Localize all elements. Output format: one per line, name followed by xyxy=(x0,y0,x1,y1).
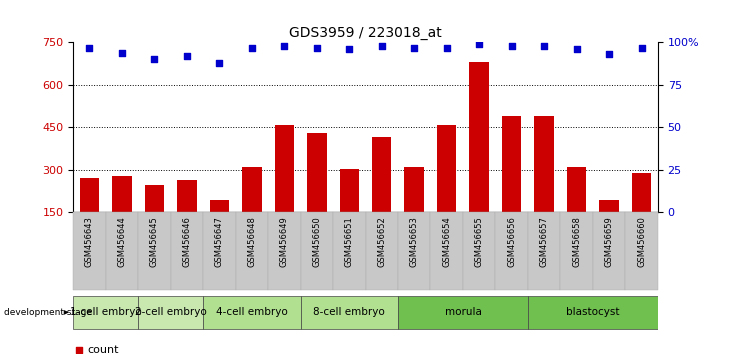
Bar xyxy=(235,212,268,290)
Bar xyxy=(404,167,424,212)
Bar xyxy=(534,116,554,212)
Bar xyxy=(307,133,327,212)
Title: GDS3959 / 223018_at: GDS3959 / 223018_at xyxy=(289,26,442,40)
Bar xyxy=(203,212,235,290)
Point xyxy=(246,45,257,50)
Point xyxy=(376,43,387,49)
Bar xyxy=(105,212,138,290)
Point xyxy=(474,41,485,47)
Text: GSM456654: GSM456654 xyxy=(442,216,451,267)
Bar xyxy=(599,200,619,212)
Point xyxy=(83,45,95,50)
Text: 1-cell embryo: 1-cell embryo xyxy=(69,307,142,317)
Text: count: count xyxy=(88,346,119,354)
Bar xyxy=(463,212,496,290)
Text: 8-cell embryo: 8-cell embryo xyxy=(314,307,385,317)
Bar xyxy=(170,212,203,290)
Bar xyxy=(496,212,528,290)
Bar xyxy=(431,212,463,290)
Text: GSM456650: GSM456650 xyxy=(312,216,321,267)
Bar xyxy=(210,200,229,212)
Text: 4-cell embryo: 4-cell embryo xyxy=(216,307,288,317)
Point xyxy=(603,52,615,57)
Bar xyxy=(593,212,626,290)
Bar xyxy=(275,125,294,212)
Bar xyxy=(469,62,489,212)
Text: GSM456647: GSM456647 xyxy=(215,216,224,267)
Point xyxy=(311,45,322,50)
Text: GSM456660: GSM456660 xyxy=(637,216,646,267)
Bar xyxy=(300,212,333,290)
Bar xyxy=(242,167,262,212)
Bar xyxy=(398,212,431,290)
Bar xyxy=(112,176,132,212)
Text: GSM456643: GSM456643 xyxy=(85,216,94,267)
Bar xyxy=(502,116,521,212)
Text: GSM456655: GSM456655 xyxy=(474,216,484,267)
Text: GSM456659: GSM456659 xyxy=(605,216,613,267)
Text: 2-cell embryo: 2-cell embryo xyxy=(135,307,206,317)
Point xyxy=(148,57,160,62)
Text: GSM456656: GSM456656 xyxy=(507,216,516,267)
Text: morula: morula xyxy=(444,307,482,317)
Text: GSM456652: GSM456652 xyxy=(377,216,386,267)
Bar xyxy=(437,125,456,212)
Point xyxy=(506,43,518,49)
Text: blastocyst: blastocyst xyxy=(567,307,620,317)
Bar xyxy=(366,212,398,290)
Text: GSM456645: GSM456645 xyxy=(150,216,159,267)
Bar xyxy=(138,212,170,290)
Bar xyxy=(626,212,658,290)
Bar xyxy=(528,296,658,329)
Point xyxy=(116,50,128,56)
Text: GSM456651: GSM456651 xyxy=(345,216,354,267)
Bar xyxy=(632,173,651,212)
Point xyxy=(181,53,193,59)
Text: GSM456657: GSM456657 xyxy=(539,216,549,267)
Text: GSM456644: GSM456644 xyxy=(118,216,126,267)
Point xyxy=(538,43,550,49)
Text: development stage: development stage xyxy=(4,308,91,317)
Bar xyxy=(138,296,203,329)
Bar xyxy=(177,180,197,212)
Bar xyxy=(73,296,138,329)
Point xyxy=(73,348,85,353)
Point xyxy=(213,60,225,66)
Bar xyxy=(398,296,528,329)
Bar xyxy=(561,212,593,290)
Bar xyxy=(268,212,300,290)
Point xyxy=(441,45,452,50)
Bar xyxy=(80,178,99,212)
Text: GSM456649: GSM456649 xyxy=(280,216,289,267)
Bar xyxy=(567,167,586,212)
Bar xyxy=(300,296,398,329)
Bar xyxy=(145,185,164,212)
Text: GSM456648: GSM456648 xyxy=(247,216,257,267)
Text: GSM456653: GSM456653 xyxy=(410,216,419,267)
Bar xyxy=(333,212,366,290)
Bar xyxy=(372,137,392,212)
Text: GSM456646: GSM456646 xyxy=(182,216,192,267)
Point xyxy=(409,45,420,50)
Point xyxy=(279,43,290,49)
Point xyxy=(636,45,648,50)
Bar xyxy=(203,296,300,329)
Bar xyxy=(528,212,561,290)
Bar xyxy=(339,169,359,212)
Point xyxy=(344,46,355,52)
Text: GSM456658: GSM456658 xyxy=(572,216,581,267)
Bar xyxy=(73,212,105,290)
Point xyxy=(571,46,583,52)
